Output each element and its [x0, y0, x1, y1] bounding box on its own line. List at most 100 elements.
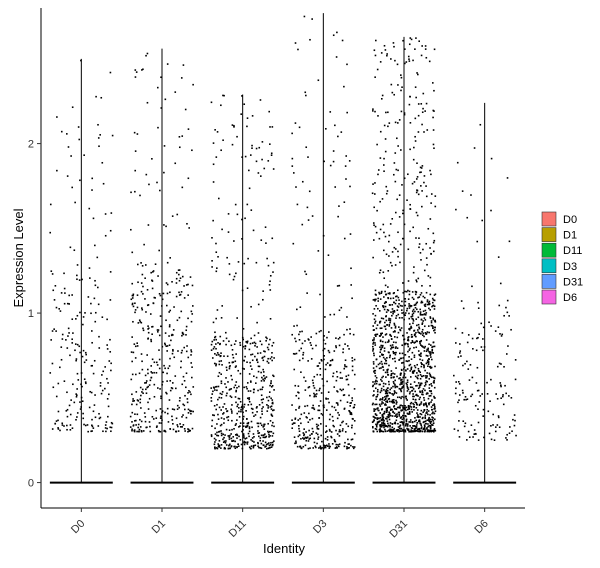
data-point-D1 [150, 376, 153, 379]
data-point-D31 [385, 400, 387, 403]
data-point-D3 [335, 443, 338, 446]
data-point-D3 [304, 340, 306, 342]
data-point-D3 [325, 363, 327, 366]
data-point-D0 [111, 422, 114, 425]
data-point-D0 [75, 418, 77, 421]
data-point-D3 [318, 362, 321, 364]
data-point-D31 [375, 424, 378, 427]
data-point-D31 [393, 401, 395, 404]
data-point-D31 [372, 239, 375, 241]
data-point-D1 [168, 365, 171, 367]
data-point-D11 [210, 343, 213, 346]
data-point-D3 [311, 215, 314, 217]
data-point-D11 [261, 386, 264, 389]
data-point-D0 [65, 410, 68, 412]
data-point-D11 [264, 446, 266, 448]
data-point-D1 [190, 410, 193, 412]
data-point-D11 [218, 353, 220, 356]
data-point-D11 [233, 124, 235, 127]
data-point-D1 [131, 282, 134, 285]
data-point-D31 [373, 224, 375, 226]
data-point-D31 [411, 421, 414, 424]
data-point-D6 [490, 325, 492, 327]
data-point-D31 [396, 289, 399, 292]
data-point-D3 [299, 445, 302, 448]
data-point-D31 [426, 303, 429, 306]
data-point-D31 [410, 327, 412, 329]
data-point-D3 [345, 378, 348, 381]
data-point-D31 [382, 423, 385, 425]
data-point-D31 [384, 430, 387, 433]
data-point-D1 [144, 420, 147, 423]
data-point-D11 [255, 407, 258, 409]
data-point-D31 [390, 335, 393, 338]
data-point-D3 [308, 438, 311, 440]
data-point-D31 [405, 406, 408, 409]
data-point-D3 [311, 417, 314, 420]
data-point-D31 [388, 122, 391, 124]
data-point-D11 [271, 415, 274, 417]
data-point-D31 [404, 304, 406, 307]
data-point-D0 [86, 424, 89, 426]
data-point-D31 [383, 419, 385, 422]
data-point-D31 [393, 352, 396, 354]
data-point-D6 [455, 208, 457, 211]
data-point-D31 [422, 393, 424, 396]
data-point-D1 [161, 298, 164, 301]
data-point-D3 [348, 160, 351, 162]
data-point-D11 [214, 447, 216, 450]
data-point-D11 [262, 371, 265, 373]
data-point-D31 [398, 427, 401, 430]
data-point-D31 [384, 392, 387, 395]
data-point-D1 [135, 403, 138, 406]
data-point-D31 [393, 382, 395, 385]
data-point-D11 [260, 394, 263, 397]
data-point-D0 [66, 347, 69, 349]
data-point-D31 [399, 243, 402, 246]
data-point-D31 [405, 397, 408, 400]
data-point-D31 [387, 292, 390, 295]
data-point-D31 [398, 216, 401, 218]
data-point-D11 [265, 445, 267, 448]
data-point-D31 [421, 284, 423, 287]
data-point-D31 [433, 48, 436, 51]
data-point-D31 [404, 405, 406, 407]
data-point-D1 [137, 423, 140, 426]
data-point-D31 [384, 428, 386, 431]
data-point-D31 [431, 408, 433, 411]
data-point-D11 [231, 419, 233, 422]
data-point-D11 [267, 447, 270, 450]
data-point-D3 [315, 344, 317, 347]
data-point-D31 [414, 290, 417, 293]
data-point-D1 [188, 389, 190, 392]
data-point-D11 [234, 203, 237, 206]
data-point-D11 [270, 413, 273, 416]
data-point-D31 [373, 318, 376, 321]
data-point-D11 [225, 440, 227, 442]
data-point-D6 [458, 394, 461, 396]
data-point-D1 [168, 325, 171, 328]
data-point-D31 [404, 354, 407, 356]
data-point-D31 [397, 122, 399, 124]
data-point-D31 [434, 321, 437, 323]
data-point-D3 [325, 409, 328, 411]
data-point-D3 [346, 111, 348, 114]
data-point-D31 [408, 392, 411, 395]
data-point-D1 [142, 392, 144, 395]
data-point-D31 [396, 198, 398, 201]
data-point-D31 [418, 326, 420, 329]
data-point-D3 [351, 424, 353, 427]
data-point-D31 [373, 339, 375, 341]
data-point-D11 [217, 375, 220, 378]
data-point-D1 [131, 429, 133, 432]
data-point-D31 [409, 304, 411, 307]
data-point-D31 [384, 334, 387, 336]
data-point-D6 [506, 433, 508, 436]
data-point-D31 [412, 226, 415, 229]
data-point-D1 [139, 401, 142, 404]
data-point-D1 [132, 400, 134, 402]
data-point-D31 [382, 396, 384, 399]
data-point-D31 [426, 331, 429, 333]
data-point-D6 [478, 401, 481, 403]
